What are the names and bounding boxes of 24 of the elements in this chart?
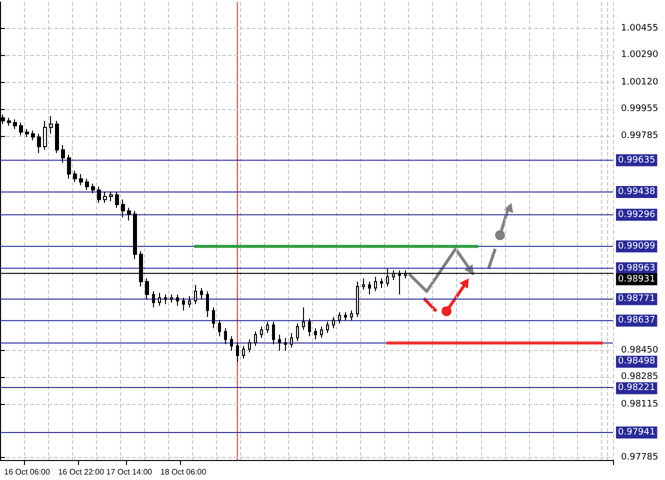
- ref-line-label: 0.99438: [618, 186, 656, 197]
- ref-line-label: 0.98498: [618, 356, 656, 367]
- y-tick-label: 0.99955: [621, 104, 658, 114]
- ref-line-label: 0.98637: [618, 316, 656, 326]
- y-tick-label: 1.00120: [621, 77, 658, 88]
- y-tick-label: 1.00290: [621, 50, 658, 60]
- y-tick-label: 0.98115: [621, 400, 658, 410]
- x-tick-label: 16 Oct 22:00: [58, 468, 105, 476]
- ref-line-label: 0.98963: [618, 263, 656, 274]
- y-tick-label: 0.99785: [621, 131, 658, 142]
- ref-line-label: 0.98221: [618, 383, 656, 394]
- x-tick-label: 18 Oct 06:00: [160, 468, 207, 476]
- x-tick-label: 16 Oct 06:00: [4, 468, 50, 476]
- y-tick-label: 0.98285: [621, 372, 658, 382]
- y-tick-label: 1.00455: [621, 24, 658, 34]
- y-tick-label: 0.98450: [621, 346, 658, 356]
- y-tick-label: 0.97785: [621, 452, 658, 463]
- x-tick-label: 17 Oct 14:00: [106, 468, 153, 476]
- ref-line-label: 0.99099: [618, 241, 656, 252]
- ref-line-label: 0.98771: [618, 294, 656, 304]
- ref-line-label: 0.98931: [618, 274, 656, 284]
- ref-line-label: 0.99635: [618, 155, 656, 166]
- ref-line-label: 0.97941: [618, 428, 656, 438]
- ref-line-label: 0.99296: [618, 210, 656, 220]
